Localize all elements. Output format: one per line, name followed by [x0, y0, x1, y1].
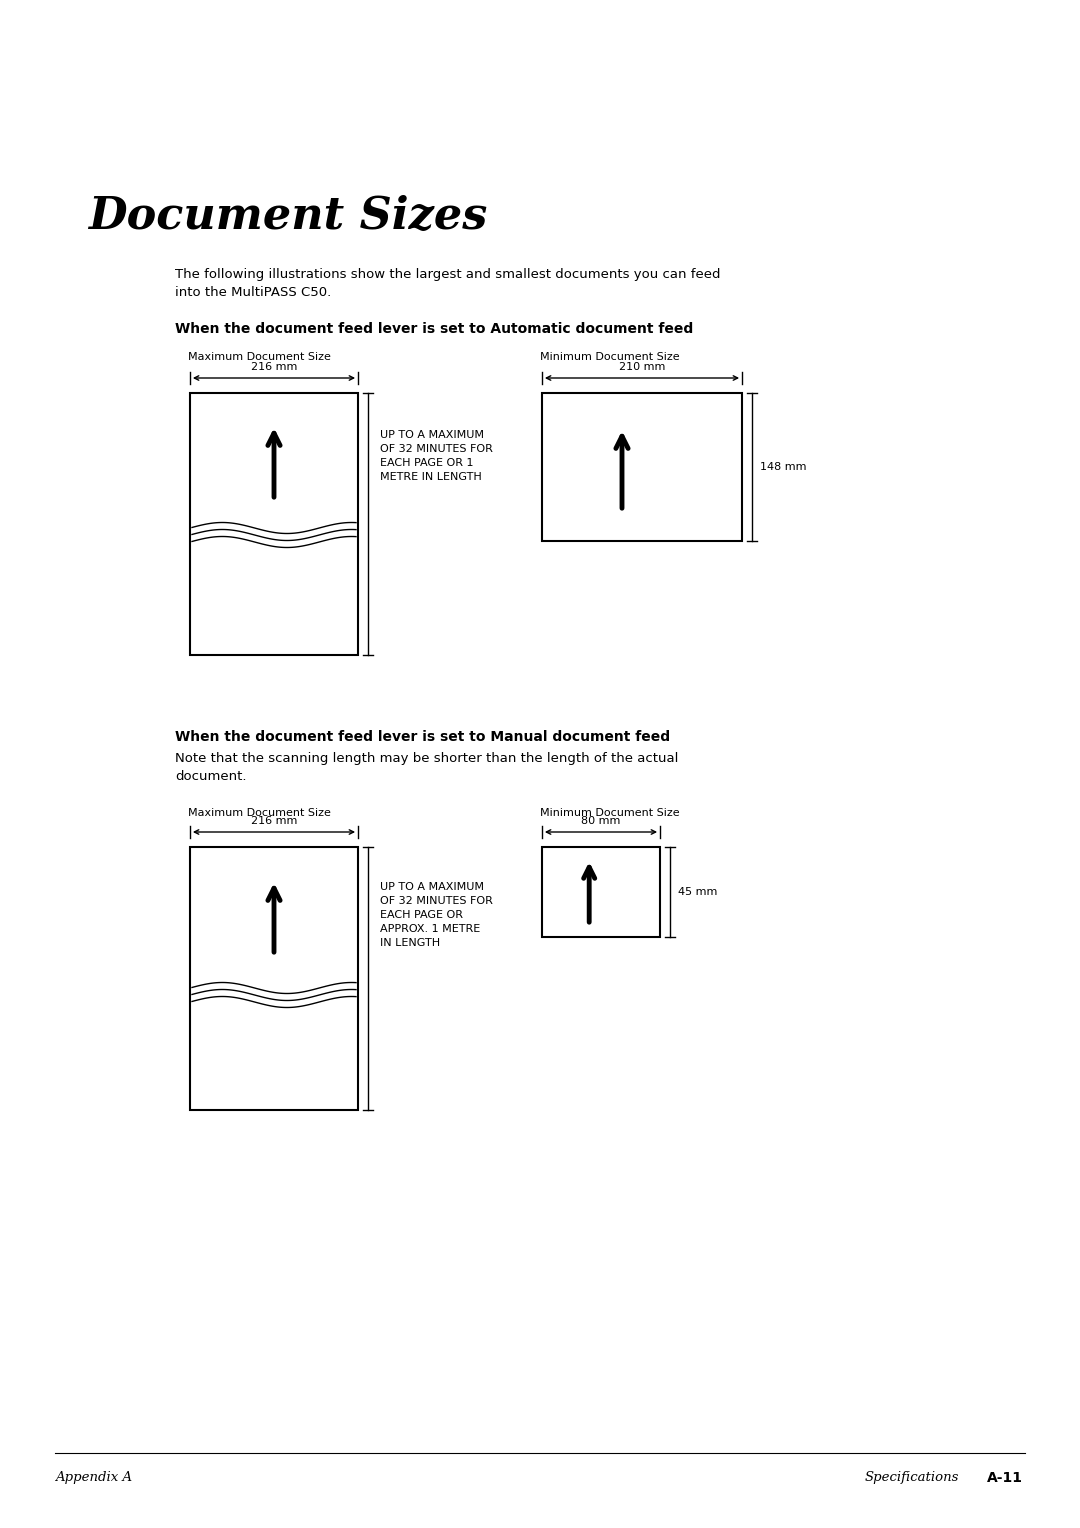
Text: Maximum Document Size: Maximum Document Size — [188, 808, 330, 817]
Text: 148 mm: 148 mm — [760, 461, 807, 472]
Text: Note that the scanning length may be shorter than the length of the actual
docum: Note that the scanning length may be sho… — [175, 752, 678, 782]
Text: 45 mm: 45 mm — [678, 886, 717, 897]
Bar — [542, 393, 742, 541]
Text: 216 mm: 216 mm — [251, 816, 297, 827]
Text: A-11: A-11 — [987, 1471, 1023, 1485]
Text: Minimum Document Size: Minimum Document Size — [540, 808, 679, 817]
Text: UP TO A MAXIMUM
OF 32 MINUTES FOR
EACH PAGE OR
APPROX. 1 METRE
IN LENGTH: UP TO A MAXIMUM OF 32 MINUTES FOR EACH P… — [380, 882, 492, 947]
Bar — [190, 393, 357, 656]
Text: UP TO A MAXIMUM
OF 32 MINUTES FOR
EACH PAGE OR 1
METRE IN LENGTH: UP TO A MAXIMUM OF 32 MINUTES FOR EACH P… — [380, 429, 492, 481]
Text: 80 mm: 80 mm — [581, 816, 621, 827]
Bar — [542, 847, 660, 937]
Text: Specifications: Specifications — [865, 1471, 959, 1484]
Text: Minimum Document Size: Minimum Document Size — [540, 351, 679, 362]
Text: 210 mm: 210 mm — [619, 362, 665, 371]
Text: 216 mm: 216 mm — [251, 362, 297, 371]
Text: When the document feed lever is set to Manual document feed: When the document feed lever is set to M… — [175, 730, 670, 744]
Text: When the document feed lever is set to Automatic document feed: When the document feed lever is set to A… — [175, 322, 693, 336]
Text: Maximum Document Size: Maximum Document Size — [188, 351, 330, 362]
Text: Appendix A: Appendix A — [55, 1471, 132, 1484]
Bar — [190, 847, 357, 1109]
Text: The following illustrations show the largest and smallest documents you can feed: The following illustrations show the lar… — [175, 267, 720, 299]
Text: Document Sizes: Document Sizes — [87, 196, 487, 238]
